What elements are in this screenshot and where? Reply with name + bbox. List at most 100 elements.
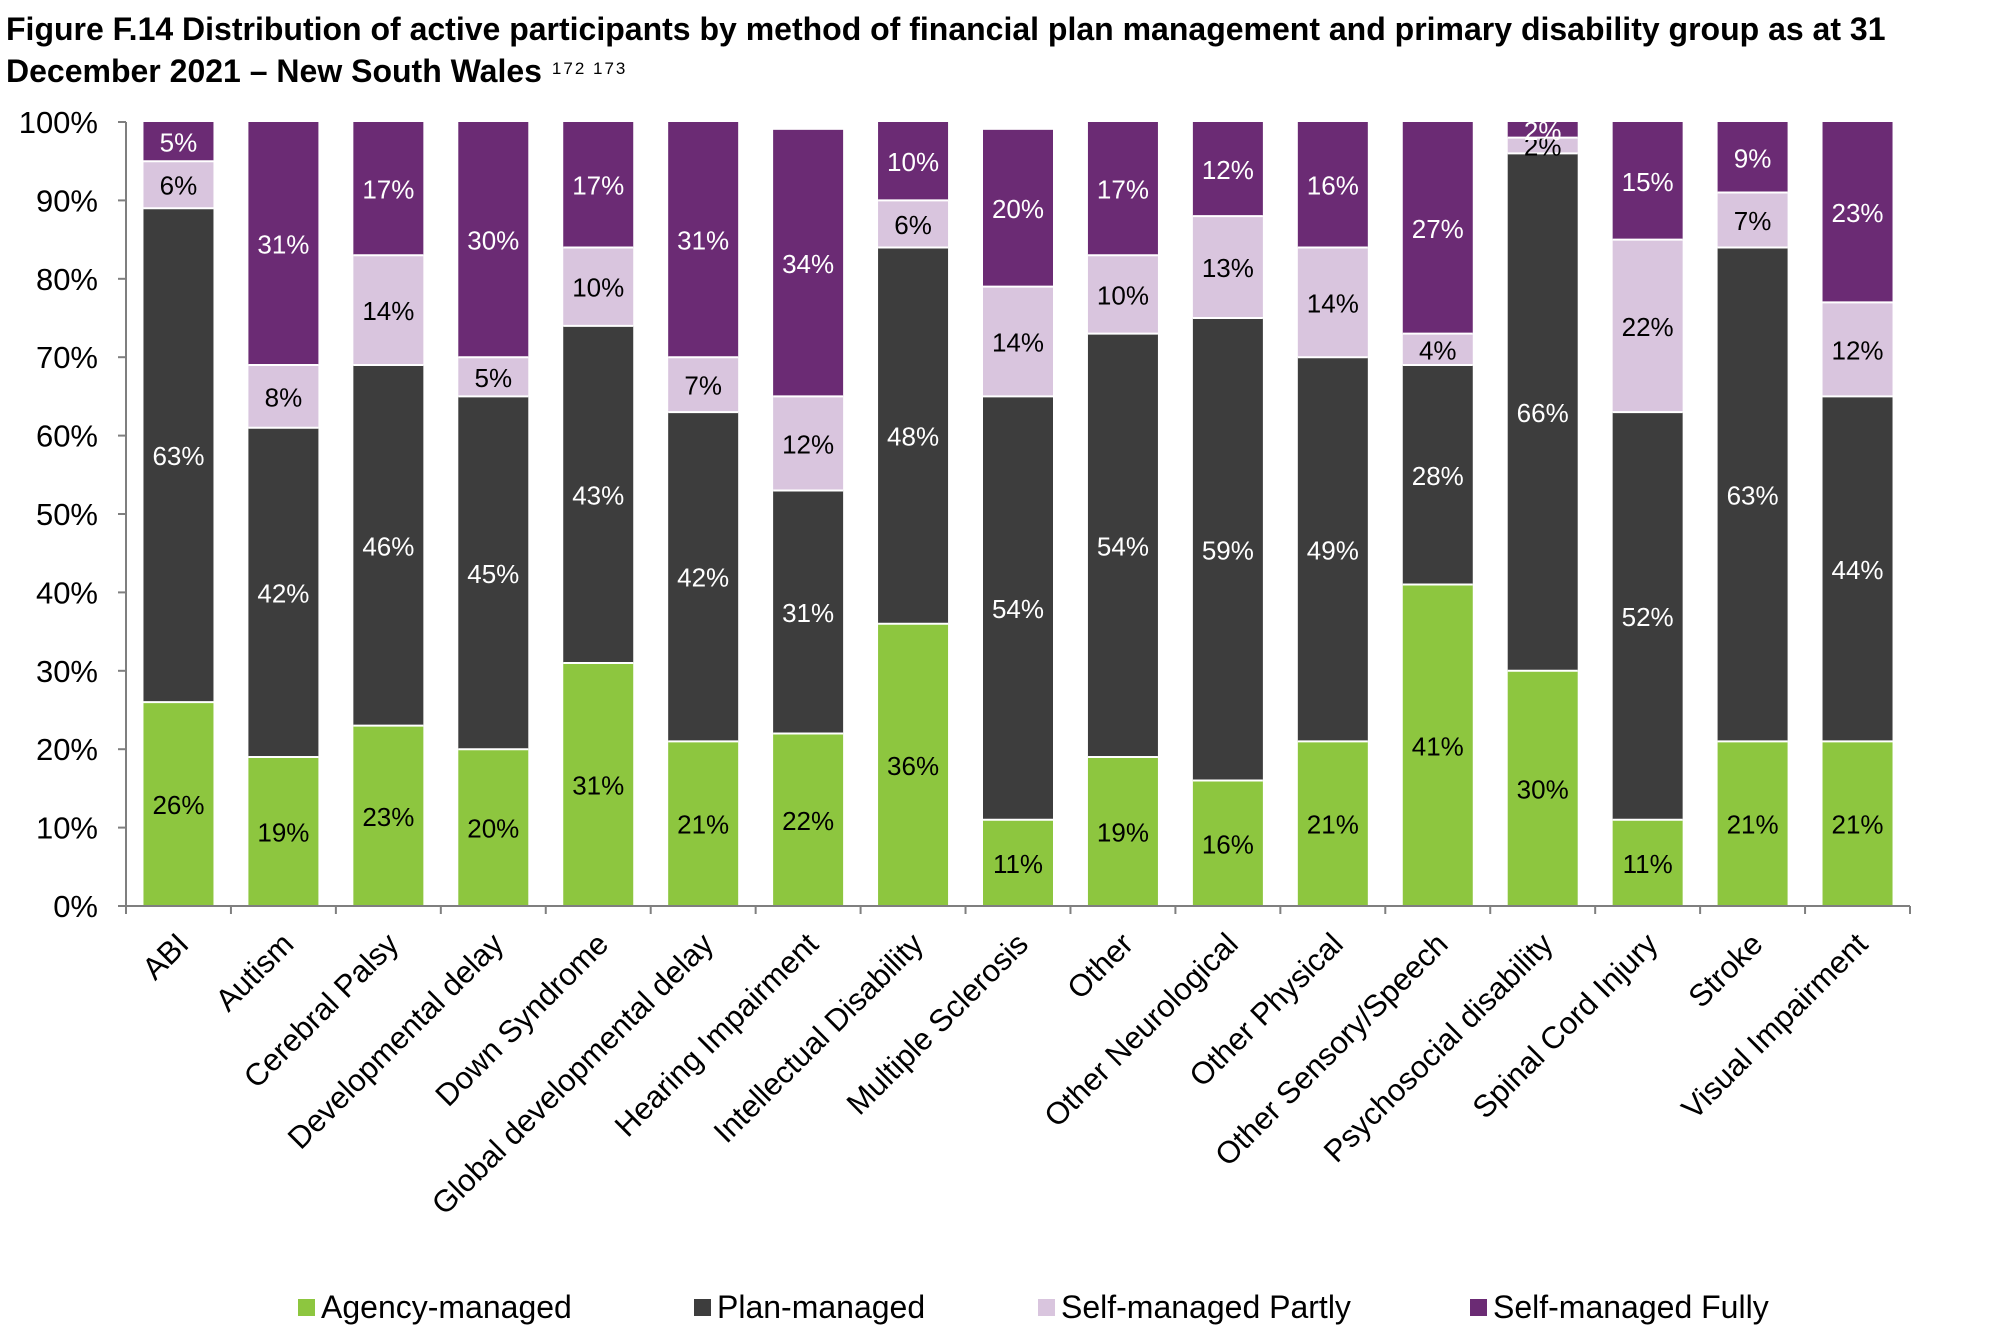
data-label: 59% bbox=[1202, 535, 1254, 565]
x-category-label: Multiple Sclerosis bbox=[840, 926, 1035, 1121]
data-label: 30% bbox=[467, 226, 519, 256]
bar-stack: 11% 54% 14% 20% bbox=[983, 129, 1053, 906]
bar-segment bbox=[773, 396, 844, 491]
data-label: 9% bbox=[1734, 143, 1772, 173]
data-label: 31% bbox=[782, 598, 834, 628]
bar-segment bbox=[1192, 780, 1263, 906]
bar-segment bbox=[1192, 318, 1263, 781]
bar-segment bbox=[1717, 741, 1788, 906]
bar-segment bbox=[1087, 255, 1158, 334]
bar-segment bbox=[1192, 216, 1263, 318]
bar-segment bbox=[983, 286, 1053, 397]
bar-segment bbox=[1507, 670, 1578, 906]
data-label: 14% bbox=[992, 328, 1044, 358]
bar-segment bbox=[878, 122, 949, 201]
bar-segment bbox=[248, 365, 319, 428]
bar-segment bbox=[458, 396, 529, 750]
bar-segment bbox=[1822, 396, 1893, 742]
data-label: 21% bbox=[1832, 810, 1884, 840]
bar-segment bbox=[353, 725, 424, 906]
bar-segment bbox=[983, 396, 1053, 820]
bar-stack: 21% 63% 7% 9% bbox=[1717, 122, 1788, 906]
data-label: 11% bbox=[1623, 849, 1673, 879]
chart-title-text: Figure F.14 Distribution of active parti… bbox=[6, 11, 1886, 89]
bar-segment bbox=[1297, 247, 1368, 358]
bar-segment bbox=[248, 757, 319, 906]
legend-item: Agency-managed bbox=[298, 1282, 572, 1332]
bar-segment bbox=[1507, 122, 1578, 138]
x-category-label: Stroke bbox=[1681, 926, 1769, 1014]
x-category-label: Autism bbox=[209, 926, 301, 1018]
data-label: 8% bbox=[265, 382, 303, 412]
y-tick-label: 30% bbox=[36, 654, 98, 689]
bar-segment bbox=[458, 122, 529, 358]
data-label: 49% bbox=[1307, 535, 1359, 565]
data-label: 4% bbox=[1419, 335, 1457, 365]
bar-stack: 22% 31% 12% 34% bbox=[773, 129, 844, 906]
legend-item: Self-managed Fully bbox=[1470, 1282, 1769, 1332]
bar-stack: 21% 44% 12% 23% bbox=[1822, 122, 1893, 906]
bar-segment bbox=[143, 161, 214, 209]
data-label: 5% bbox=[475, 363, 513, 393]
data-label: 11% bbox=[993, 849, 1043, 879]
chart-legend: Agency-managed Plan-managed Self-managed P… bbox=[0, 1282, 2015, 1332]
footnote-refs: 172 173 bbox=[551, 59, 628, 78]
bar-segment bbox=[1402, 365, 1473, 585]
y-tick-label: 70% bbox=[36, 340, 98, 375]
data-label: 20% bbox=[467, 814, 519, 844]
bar-segment bbox=[143, 122, 214, 162]
legend-swatch bbox=[1038, 1298, 1055, 1316]
bar-segment bbox=[563, 325, 634, 663]
bar-segment bbox=[1612, 412, 1683, 820]
x-category-label: Intellectual Disability bbox=[707, 926, 931, 1150]
y-tick-label: 60% bbox=[36, 419, 98, 454]
bar-stack: 19% 54% 10% 17% bbox=[1087, 122, 1158, 906]
bar-segment bbox=[1507, 137, 1578, 154]
data-label: 28% bbox=[1412, 461, 1464, 491]
bar-segment bbox=[143, 702, 214, 906]
bar-segment bbox=[1717, 192, 1788, 248]
bar-stack: 31% 43% 10% 17% bbox=[563, 122, 634, 906]
bar-segment bbox=[1087, 122, 1158, 256]
bar-segment bbox=[1717, 247, 1788, 742]
data-label: 7% bbox=[684, 371, 722, 401]
legend-label: Self-managed Fully bbox=[1493, 1288, 1769, 1325]
y-tick-label: 0% bbox=[53, 889, 98, 924]
bar-segment bbox=[1297, 741, 1368, 906]
data-label: 26% bbox=[152, 790, 204, 820]
data-label: 21% bbox=[1727, 810, 1779, 840]
data-label: 52% bbox=[1622, 602, 1674, 632]
y-tick-label: 20% bbox=[36, 732, 98, 767]
data-label: 10% bbox=[1097, 280, 1149, 310]
bar-segment bbox=[983, 129, 1053, 287]
bar-segment bbox=[878, 247, 949, 624]
bar-segment bbox=[1402, 584, 1473, 906]
x-category-label: Other Neurological bbox=[1037, 926, 1245, 1134]
data-label: 12% bbox=[1202, 155, 1254, 185]
y-axis: 0% 10% 20% 30% 40% 50% 60% 70% 80% 90% 100% bbox=[19, 105, 127, 924]
bar-segment bbox=[353, 365, 424, 726]
data-label: 17% bbox=[572, 171, 624, 201]
stacked-bar-chart: 0% 10% 20% 30% 40% 50% 60% 70% 80% 90% 100% 26% 63%… bbox=[19, 105, 1911, 1221]
y-tick-label: 100% bbox=[19, 105, 98, 140]
bar-stack: 30%66%2%2% bbox=[1507, 116, 1578, 906]
bar-segment bbox=[878, 623, 949, 906]
bar-segment bbox=[563, 662, 634, 906]
data-label: 20% bbox=[992, 194, 1044, 224]
y-tick-label: 90% bbox=[36, 183, 98, 218]
data-label: 31% bbox=[572, 770, 624, 800]
data-label: 63% bbox=[1727, 480, 1779, 510]
x-category-label: Spinal Cord Injury bbox=[1466, 926, 1665, 1125]
data-label: 30% bbox=[1517, 774, 1569, 804]
bar-segment bbox=[668, 741, 739, 906]
x-category-label: Other bbox=[1060, 926, 1140, 1006]
data-label: 22% bbox=[1622, 312, 1674, 342]
data-label: 14% bbox=[1307, 288, 1359, 318]
data-label: 16% bbox=[1202, 829, 1254, 859]
bar-segment bbox=[1297, 122, 1368, 248]
bar-segment bbox=[1717, 122, 1788, 193]
bar-segment bbox=[1402, 333, 1473, 366]
data-label: 14% bbox=[362, 296, 414, 326]
legend-label: Plan-managed bbox=[717, 1288, 926, 1325]
